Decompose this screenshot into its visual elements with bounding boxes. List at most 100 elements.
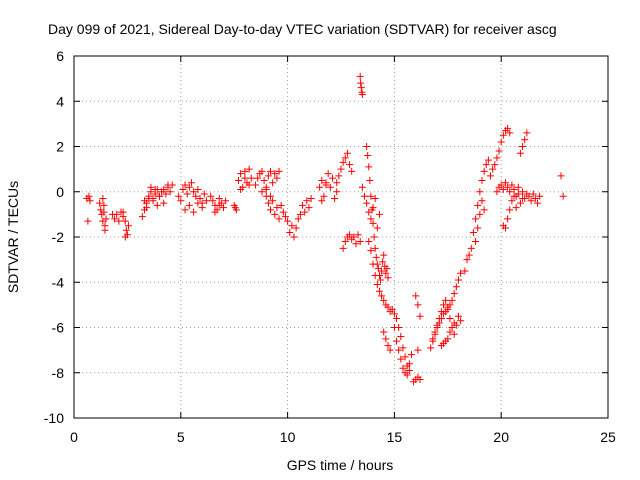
data-point (149, 197, 157, 205)
data-point (504, 183, 512, 191)
data-point (472, 238, 480, 246)
data-point (514, 190, 522, 198)
data-point (111, 215, 119, 223)
data-point (166, 188, 174, 196)
data-point (254, 174, 262, 182)
data-point (264, 199, 272, 207)
data-point (335, 172, 343, 180)
data-point (364, 152, 372, 160)
y-tick-label: -2 (52, 229, 65, 245)
data-point (307, 195, 315, 203)
tick-labels: 0 5 10 15 20 25 -10 -8 -6 -4 -2 0 2 4 6 (44, 48, 616, 445)
data-point (386, 346, 394, 354)
data-point (343, 149, 351, 157)
data-point (237, 185, 245, 193)
data-point (194, 199, 202, 207)
data-point (450, 330, 458, 338)
data-point (444, 335, 452, 343)
data-point (369, 260, 377, 268)
y-tick-label: -4 (52, 274, 65, 290)
data-point (378, 292, 386, 300)
data-point (185, 183, 193, 191)
data-point (320, 192, 328, 200)
data-point (510, 185, 518, 193)
data-point (339, 244, 347, 252)
data-point (454, 312, 462, 320)
data-point (115, 217, 123, 225)
data-point (245, 181, 253, 189)
data-point (504, 124, 512, 132)
data-point (378, 267, 386, 275)
data-point (328, 174, 336, 182)
data-point (177, 197, 185, 205)
data-point (499, 185, 507, 193)
data-point (529, 190, 537, 198)
data-point (162, 190, 170, 198)
data-point (247, 174, 255, 182)
data-point (222, 197, 230, 205)
data-point (363, 199, 371, 207)
data-point (446, 314, 454, 322)
data-point (506, 206, 514, 214)
data-point (185, 201, 193, 209)
data-point (354, 231, 362, 239)
data-point (179, 185, 187, 193)
data-point (252, 181, 260, 189)
data-point (382, 335, 390, 343)
y-axis-label: SDTVAR / TECUs (5, 181, 21, 293)
data-point (501, 224, 509, 232)
data-point (164, 181, 172, 189)
data-point (448, 324, 456, 331)
data-point (301, 208, 309, 216)
data-point (153, 201, 161, 209)
data-point (339, 158, 347, 166)
data-point (371, 271, 379, 279)
data-point (525, 192, 533, 200)
data-point (478, 197, 486, 205)
data-point (262, 192, 270, 200)
data-point (504, 215, 512, 223)
data-point (119, 208, 127, 216)
data-point (318, 176, 326, 184)
data-point (531, 195, 539, 203)
data-point (519, 195, 527, 203)
data-point (461, 267, 469, 275)
data-point (96, 199, 104, 207)
data-point (435, 314, 443, 322)
data-point (371, 244, 379, 252)
y-tick-label: -6 (52, 320, 65, 336)
data-point (215, 195, 223, 203)
data-point (370, 233, 378, 241)
data-point (465, 251, 473, 259)
data-point (388, 305, 396, 313)
data-point (341, 154, 349, 162)
data-point (151, 185, 159, 193)
data-point (489, 165, 497, 173)
data-point (175, 192, 183, 200)
data-point (299, 201, 307, 209)
data-point (200, 190, 208, 198)
x-tick-label: 0 (70, 429, 78, 445)
data-point (207, 192, 215, 200)
data-point (322, 179, 330, 187)
data-point (510, 192, 518, 200)
data-point (324, 170, 332, 178)
x-tick-label: 10 (280, 429, 296, 445)
data-point (440, 301, 448, 309)
data-point (258, 188, 266, 196)
data-point (414, 301, 422, 309)
data-point (501, 179, 509, 187)
data-point (290, 233, 298, 241)
data-point (99, 195, 107, 203)
data-point (448, 296, 456, 304)
data-point (365, 238, 373, 246)
data-point (286, 228, 294, 236)
data-point (358, 183, 366, 191)
data-point (160, 185, 168, 193)
data-point (190, 208, 198, 216)
data-point (194, 185, 202, 193)
data-point (427, 344, 435, 352)
data-point (356, 72, 364, 80)
data-point (85, 192, 93, 200)
